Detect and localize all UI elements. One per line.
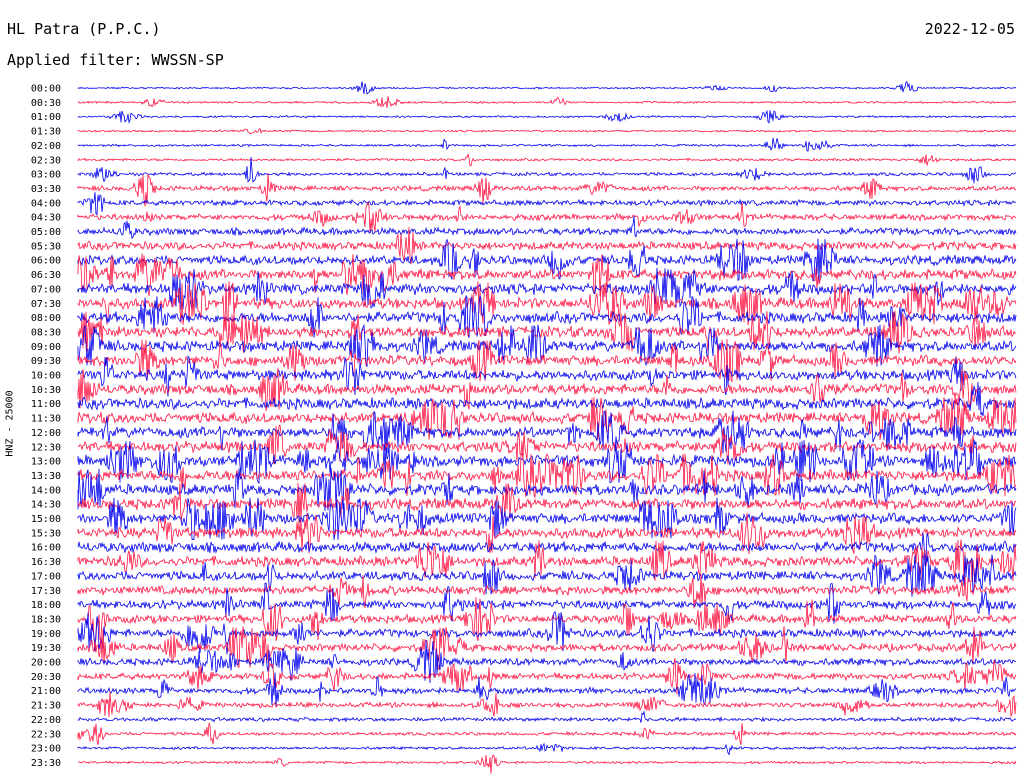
row-time-label: 11:00 <box>31 399 61 410</box>
row-time-label: 06:30 <box>31 270 61 281</box>
row-time-label: 07:00 <box>31 284 61 295</box>
row-time-label: 01:00 <box>31 112 61 123</box>
seismic-trace <box>77 672 1017 707</box>
seismic-trace <box>77 625 1017 670</box>
row-time-label: 23:00 <box>31 744 61 755</box>
seismic-trace <box>77 554 1017 597</box>
row-time-label: 05:30 <box>31 241 61 252</box>
seismic-trace <box>77 742 1017 756</box>
row-time-label: 08:00 <box>31 313 61 324</box>
row-time-label: 13:00 <box>31 457 61 468</box>
seismic-trace <box>77 172 1017 207</box>
row-time-label: 00:30 <box>31 98 61 109</box>
row-time-label: 14:30 <box>31 500 61 511</box>
row-time-label: 09:30 <box>31 356 61 367</box>
seismic-trace <box>77 215 1017 240</box>
seismic-trace <box>77 338 1017 383</box>
station-title: HL Patra (P.P.C.) <box>7 20 161 38</box>
seismic-trace <box>77 722 1017 746</box>
seismic-trace <box>77 355 1017 397</box>
seismic-trace <box>77 192 1017 216</box>
seismic-trace <box>77 710 1017 723</box>
row-time-label: 12:30 <box>31 442 61 453</box>
seismic-trace <box>77 238 1017 283</box>
seismic-trace <box>77 295 1017 339</box>
row-time-label: 07:30 <box>31 299 61 310</box>
row-time-label: 20:00 <box>31 658 61 669</box>
seismic-trace <box>77 497 1017 541</box>
seismic-trace <box>77 452 1017 499</box>
seismic-trace <box>77 227 1017 265</box>
row-time-label: 20:30 <box>31 672 61 683</box>
row-time-label: 22:00 <box>31 715 61 726</box>
seismic-trace <box>77 81 1017 95</box>
row-time-label: 17:30 <box>31 586 61 597</box>
row-time-label: 21:00 <box>31 686 61 697</box>
row-time-label: 03:00 <box>31 170 61 181</box>
seismic-trace <box>77 424 1017 465</box>
seismic-trace <box>77 253 1017 297</box>
chart-date: 2022-12-05 <box>924 20 1015 38</box>
row-time-label: 19:00 <box>31 629 61 640</box>
seismic-trace <box>77 127 1017 135</box>
row-time-label: 23:30 <box>31 758 61 769</box>
seismic-trace <box>77 754 1017 774</box>
seismic-trace <box>77 396 1017 441</box>
seismic-trace <box>77 323 1017 367</box>
seismic-trace <box>77 482 1017 527</box>
seismic-trace <box>77 513 1017 555</box>
row-time-label: 04:30 <box>31 213 61 224</box>
seismic-trace <box>77 110 1017 124</box>
filter-label: Applied filter: WWSSN-SP <box>7 51 224 69</box>
seismic-trace <box>77 310 1017 354</box>
row-time-label: 00:00 <box>31 84 61 95</box>
seismic-trace <box>77 573 1017 609</box>
row-time-label: 21:30 <box>31 701 61 712</box>
seismic-trace <box>77 201 1017 233</box>
seismic-trace <box>77 691 1017 718</box>
row-time-label: 11:30 <box>31 414 61 425</box>
row-time-label: 12:00 <box>31 428 61 439</box>
row-time-label: 02:30 <box>31 155 61 166</box>
row-time-label: 10:30 <box>31 385 61 396</box>
row-time-label: 22:30 <box>31 729 61 740</box>
seismic-trace <box>77 156 1017 184</box>
row-time-label: 13:30 <box>31 471 61 482</box>
row-time-label: 04:00 <box>31 198 61 209</box>
seismic-trace <box>77 640 1017 684</box>
row-time-label: 17:00 <box>31 571 61 582</box>
row-time-label: 09:00 <box>31 342 61 353</box>
seismic-trace <box>77 137 1017 152</box>
seismic-trace <box>77 368 1017 412</box>
seismic-trace <box>77 582 1017 624</box>
row-time-label: 10:00 <box>31 371 61 382</box>
seismic-trace <box>77 597 1017 641</box>
row-time-label: 16:00 <box>31 543 61 554</box>
seismic-trace <box>77 410 1017 454</box>
seismic-trace <box>77 539 1017 583</box>
seismic-trace <box>77 381 1017 417</box>
row-time-label: 06:00 <box>31 256 61 267</box>
row-time-label: 02:00 <box>31 141 61 152</box>
row-time-label: 05:00 <box>31 227 61 238</box>
row-time-label: 15:30 <box>31 528 61 539</box>
seismic-trace <box>77 153 1017 167</box>
seismic-trace <box>77 532 1017 567</box>
row-time-label: 15:00 <box>31 514 61 525</box>
seismic-trace <box>77 439 1017 484</box>
row-time-label: 16:30 <box>31 557 61 568</box>
row-time-label: 18:00 <box>31 600 61 611</box>
row-time-label: 14:00 <box>31 485 61 496</box>
row-time-label: 18:30 <box>31 614 61 625</box>
row-time-label: 19:30 <box>31 643 61 654</box>
row-time-label: 08:30 <box>31 327 61 338</box>
row-time-label: 03:30 <box>31 184 61 195</box>
seismic-trace <box>77 658 1017 695</box>
seismic-trace <box>77 467 1017 512</box>
seismic-trace <box>77 96 1017 108</box>
row-time-label: 01:30 <box>31 127 61 138</box>
